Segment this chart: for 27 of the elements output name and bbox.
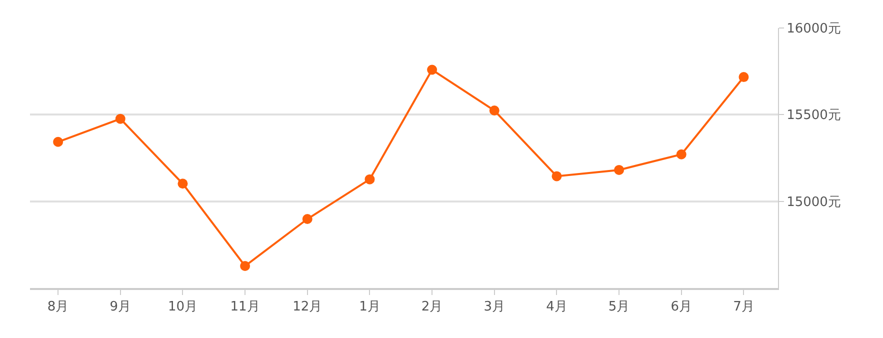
x-tick-label: 3月 bbox=[484, 300, 506, 315]
point bbox=[240, 260, 250, 271]
point bbox=[53, 136, 64, 147]
y-tick-label: 15500元 bbox=[786, 108, 841, 124]
x-tick-label: 11月 bbox=[230, 300, 260, 315]
x-tick-label: 1月 bbox=[359, 300, 380, 315]
y-tick-label: 16000元 bbox=[786, 22, 841, 37]
point bbox=[302, 214, 312, 224]
x-tick-label: 7月 bbox=[733, 300, 754, 315]
y-tick-label: 15000元 bbox=[786, 194, 841, 210]
x-tick-label: 10月 bbox=[168, 300, 198, 315]
point bbox=[676, 149, 686, 160]
point bbox=[552, 171, 562, 182]
x-tick-label: 8月 bbox=[47, 300, 69, 315]
point bbox=[738, 72, 749, 82]
point bbox=[427, 64, 438, 75]
x-tick-label: 5月 bbox=[608, 300, 630, 315]
x-tick-label: 9月 bbox=[110, 300, 132, 315]
x-tick-label: 12月 bbox=[292, 300, 322, 315]
x-tick-label: 4月 bbox=[546, 300, 568, 315]
x-tick-label: 6月 bbox=[670, 300, 692, 315]
point bbox=[614, 164, 624, 175]
point bbox=[115, 114, 126, 124]
point bbox=[489, 106, 500, 116]
point bbox=[364, 174, 375, 184]
x-tick-label: 2月 bbox=[421, 300, 443, 315]
point bbox=[178, 178, 188, 189]
